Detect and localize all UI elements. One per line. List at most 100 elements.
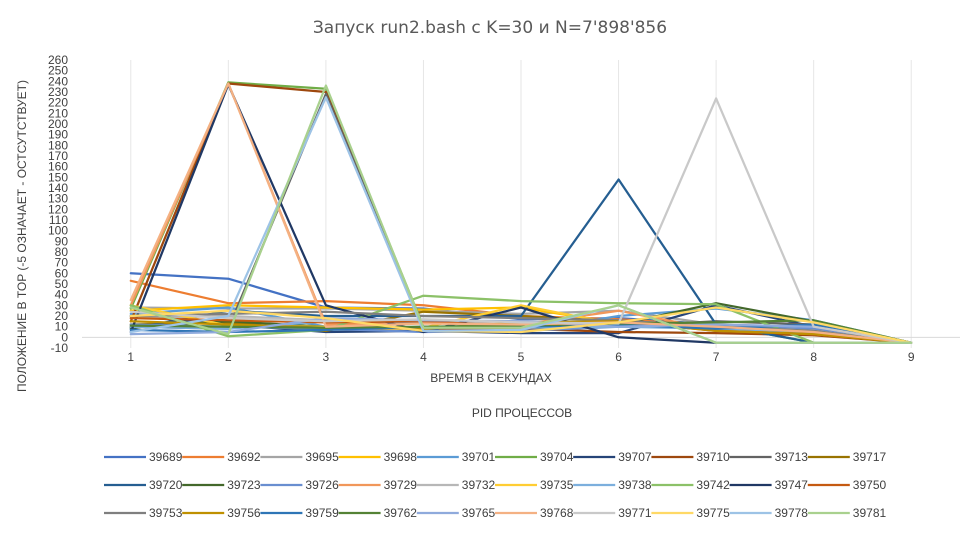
y-tick-label: 0: [61, 330, 68, 344]
legend-item-39698: 39698: [338, 450, 418, 464]
legend-item-39771: 39771: [573, 506, 652, 520]
legend-label: 39717: [853, 450, 887, 464]
x-tick-labels: 1 2 3 4 5 6 7 8 9: [127, 350, 914, 364]
legend-item-39723: 39723: [182, 478, 261, 492]
legend-item-39750: 39750: [807, 478, 887, 492]
y-tick-label: 170: [48, 149, 68, 163]
y-tick-label: 240: [48, 74, 68, 88]
y-tick-label: 70: [55, 256, 69, 270]
legend-label: 39765: [462, 506, 496, 520]
legend-item-39742: 39742: [651, 478, 730, 492]
y-tick-label: 210: [48, 106, 68, 120]
x-axis-label: ВРЕМЯ В СЕКУНДАХ: [430, 371, 552, 385]
legend-item-39707: 39707: [573, 450, 652, 464]
y-tick-label: -10: [51, 341, 69, 355]
legend-label: 39692: [227, 450, 261, 464]
x-tick-label: 3: [323, 350, 330, 364]
y-tick-label: 230: [48, 85, 68, 99]
legend-label: 39735: [540, 478, 574, 492]
x-tick-label: 4: [420, 350, 427, 364]
series-line-39781: [129, 84, 913, 344]
y-tick-label: 150: [48, 170, 68, 184]
x-tick-label: 9: [908, 350, 915, 364]
y-tick-label: 140: [48, 181, 68, 195]
legend-item-39765: 39765: [416, 506, 496, 520]
legend-label: 39750: [853, 478, 887, 492]
legend-label: 39726: [305, 478, 339, 492]
legend-label: 39723: [227, 478, 261, 492]
y-tick-label: 130: [48, 192, 68, 206]
legend-item-39692: 39692: [182, 450, 261, 464]
y-tick-label: 50: [55, 277, 69, 291]
legend-label: 39704: [540, 450, 574, 464]
legend-item-39781: 39781: [807, 506, 887, 520]
y-tick-label: 110: [49, 213, 68, 227]
legend-label: 39707: [618, 450, 652, 464]
legend-item-39689: 39689: [104, 450, 183, 464]
legend-item-39738: 39738: [573, 478, 652, 492]
legend-label: 39732: [462, 478, 496, 492]
y-tick-label: 90: [55, 234, 69, 248]
legend-item-39762: 39762: [338, 506, 418, 520]
x-tick-label: 2: [225, 350, 232, 364]
legend-item-39753: 39753: [104, 506, 183, 520]
y-tick-label: 120: [48, 202, 68, 216]
series-line-39771: [129, 97, 913, 344]
legend-label: 39695: [305, 450, 339, 464]
legend-item-39710: 39710: [651, 450, 730, 464]
series-lines: [129, 81, 913, 344]
y-tick-label: 160: [48, 160, 68, 174]
series-line-39768: [129, 82, 913, 344]
y-tick-label: 200: [48, 117, 68, 131]
legend-label: 39698: [384, 450, 418, 464]
gridlines: [130, 60, 912, 348]
y-axis-label: ПОЛОЖЕНИЕ В TOP (-5 ОЗНАЧАЕТ - ОСТСУТСТВ…: [15, 80, 29, 392]
legend-item-39759: 39759: [260, 506, 339, 520]
x-tick-label: 6: [615, 350, 622, 364]
legend-item-39768: 39768: [495, 506, 574, 520]
legend: 39689 39692 39695 39698 39701 39704 39707 39710…: [104, 450, 886, 520]
legend-label: 39778: [775, 506, 809, 520]
y-tick-label: 30: [55, 298, 69, 312]
legend-label: 39753: [149, 506, 183, 520]
legend-item-39720: 39720: [104, 478, 183, 492]
legend-label: 39762: [384, 506, 418, 520]
x-tick-label: 5: [518, 350, 525, 364]
y-tick-label: 100: [48, 224, 68, 238]
legend-label: 39781: [853, 506, 887, 520]
legend-item-39726: 39726: [260, 478, 339, 492]
legend-item-39747: 39747: [729, 478, 808, 492]
legend-item-39729: 39729: [338, 478, 417, 492]
legend-item-39701: 39701: [416, 450, 496, 464]
legend-label: 39689: [149, 450, 183, 464]
y-tick-label: 190: [48, 128, 68, 142]
legend-label: 39701: [462, 450, 496, 464]
legend-item-39756: 39756: [182, 506, 261, 520]
legend-label: 39771: [618, 506, 652, 520]
legend-item-39695: 39695: [260, 450, 339, 464]
legend-label: 39742: [696, 478, 730, 492]
legend-label: 39759: [305, 506, 339, 520]
legend-item-39732: 39732: [416, 478, 496, 492]
y-tick-labels: -100102030405060708090100110120130140150…: [48, 53, 68, 355]
legend-title: PID ПРОЦЕССОВ: [472, 406, 572, 420]
legend-item-39735: 39735: [495, 478, 574, 492]
legend-label: 39756: [227, 506, 261, 520]
x-tick-label: 7: [713, 350, 720, 364]
legend-item-39717: 39717: [807, 450, 887, 464]
chart-title: Запуск run2.bash с K=30 и N=7'898'856: [313, 18, 667, 38]
y-tick-label: 260: [48, 53, 68, 67]
legend-item-39713: 39713: [729, 450, 808, 464]
series-line-39775: [129, 306, 913, 344]
legend-item-39775: 39775: [651, 506, 730, 520]
y-tick-label: 220: [48, 96, 68, 110]
legend-label: 39720: [149, 478, 183, 492]
y-tick-label: 60: [55, 266, 69, 280]
y-tick-label: 10: [55, 320, 69, 334]
y-tick-label: 40: [55, 288, 69, 302]
y-tick-label: 80: [55, 245, 69, 259]
legend-label: 39775: [696, 506, 730, 520]
legend-item-39778: 39778: [729, 506, 809, 520]
